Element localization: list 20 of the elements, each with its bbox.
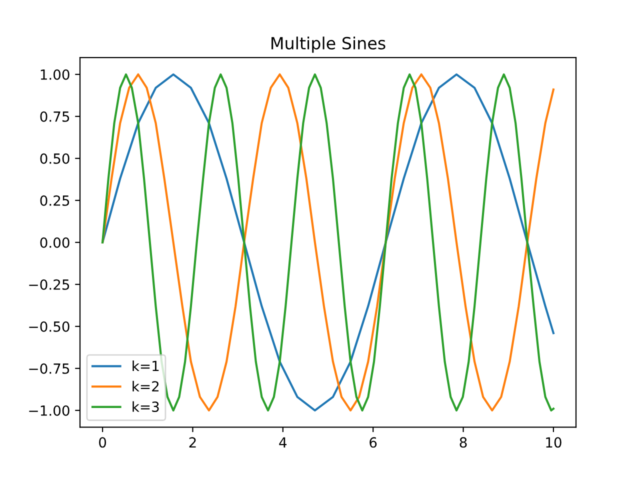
x-tick-label: 6 (370, 437, 377, 448)
x-tick-label: 10 (546, 437, 562, 448)
chart-title: Multiple Sines (272, 36, 386, 53)
legend-label: k=2 (132, 380, 159, 392)
y-tick-label: 0.75 (40, 111, 70, 122)
y-tick-label: 0.50 (40, 153, 70, 164)
y-tick-label: −0.50 (29, 321, 70, 332)
legend-label: k=3 (132, 401, 159, 412)
y-tick-label: −0.75 (29, 363, 70, 374)
y-tick-label: −1.00 (29, 405, 70, 416)
y-tick-label: 0.00 (40, 237, 70, 248)
y-tick-label: −0.25 (29, 279, 70, 290)
x-tick-label: 0 (99, 437, 106, 448)
legend-label: k=1 (132, 360, 159, 372)
line-series (102, 73, 554, 412)
x-tick-label: 2 (189, 437, 196, 448)
y-tick-label: 0.25 (40, 195, 70, 206)
x-tick-label: 8 (460, 437, 467, 448)
y-tick-label: 1.00 (40, 69, 70, 80)
x-tick-label: 4 (279, 437, 287, 448)
